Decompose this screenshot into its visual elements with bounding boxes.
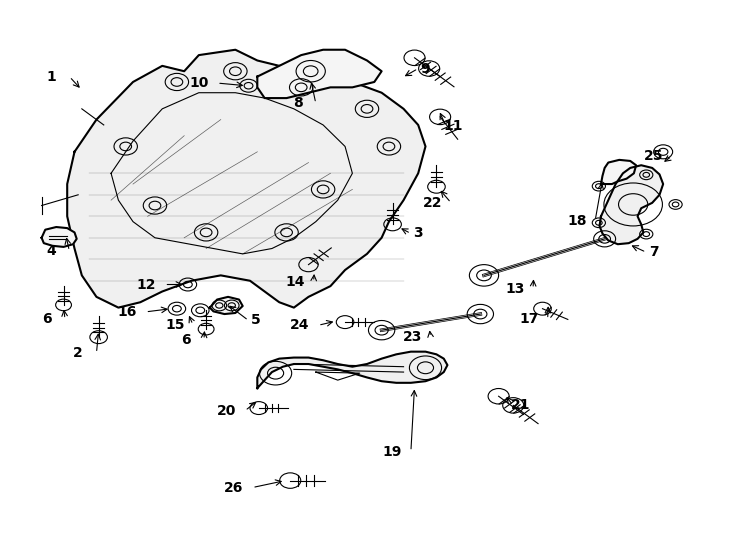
Text: 10: 10: [189, 76, 208, 90]
Polygon shape: [68, 50, 426, 308]
Text: 5: 5: [251, 314, 261, 327]
Text: 24: 24: [290, 319, 310, 332]
Polygon shape: [601, 160, 636, 184]
Text: 26: 26: [224, 481, 244, 495]
Text: 11: 11: [443, 119, 463, 133]
Polygon shape: [258, 352, 448, 388]
Text: 13: 13: [505, 282, 524, 296]
Text: 8: 8: [293, 97, 302, 111]
Text: 14: 14: [286, 275, 305, 289]
Text: 1: 1: [46, 70, 56, 84]
Text: 9: 9: [421, 62, 430, 76]
Text: 4: 4: [46, 244, 56, 258]
Polygon shape: [258, 50, 382, 98]
Polygon shape: [600, 165, 663, 244]
Text: 12: 12: [137, 278, 156, 292]
Text: 15: 15: [165, 318, 184, 332]
Text: 22: 22: [423, 196, 443, 210]
Text: 18: 18: [567, 214, 586, 227]
Text: 16: 16: [117, 305, 137, 319]
Text: 3: 3: [413, 226, 423, 240]
Text: 6: 6: [42, 313, 51, 326]
Text: 2: 2: [73, 346, 83, 360]
Text: 20: 20: [217, 404, 236, 418]
Polygon shape: [210, 297, 243, 314]
Polygon shape: [42, 227, 77, 247]
Text: 7: 7: [649, 245, 658, 259]
Text: 19: 19: [383, 444, 402, 458]
Text: 23: 23: [403, 330, 422, 344]
Text: 17: 17: [520, 313, 539, 326]
Text: 25: 25: [644, 149, 664, 163]
Text: 21: 21: [511, 399, 530, 413]
Text: 6: 6: [181, 333, 190, 347]
